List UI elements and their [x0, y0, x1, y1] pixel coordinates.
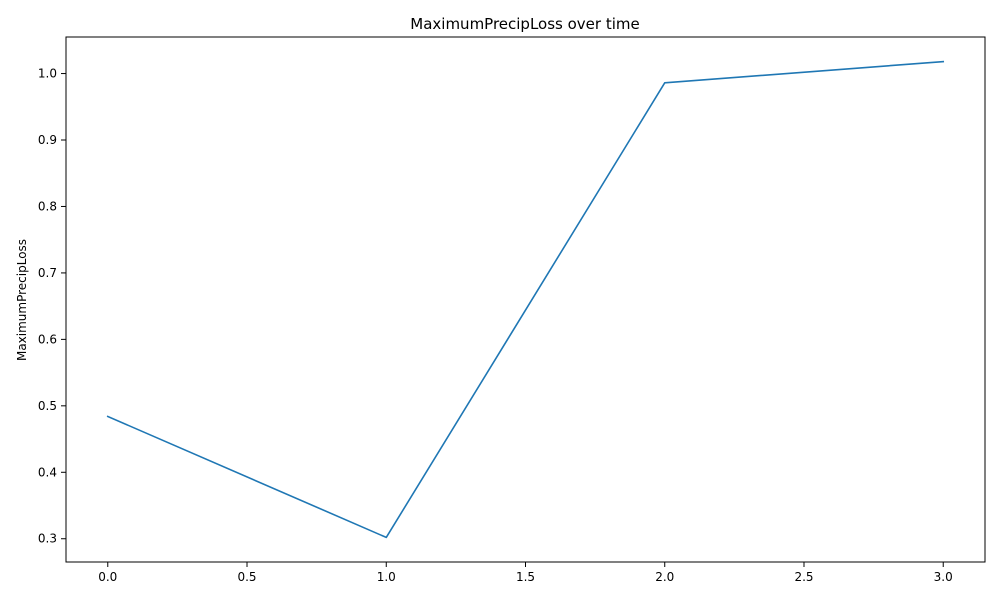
- y-tick-label: 0.5: [38, 399, 57, 413]
- x-tick-label: 2.0: [655, 570, 674, 584]
- x-axis-ticks: 0.0 0.5 1.0 1.5 2.0 2.5 3.0: [98, 562, 953, 584]
- y-tick-label: 0.4: [38, 465, 57, 479]
- y-tick-label: 1.0: [38, 67, 57, 81]
- series-layer: [106, 60, 945, 539]
- plot-area-frame: [65, 36, 986, 563]
- y-axis-label: MaximumPrecipLoss: [15, 239, 29, 361]
- x-tick-label: 1.0: [377, 570, 396, 584]
- x-tick-label: 3.0: [934, 570, 953, 584]
- chart-title: MaximumPrecipLoss over time: [410, 15, 639, 33]
- x-tick-label: 0.0: [98, 570, 117, 584]
- y-tick-label: 0.8: [38, 199, 57, 213]
- y-tick-label: 0.9: [38, 133, 57, 147]
- x-tick-label: 1.5: [516, 570, 535, 584]
- x-tick-label: 0.5: [237, 570, 256, 584]
- y-tick-label: 0.3: [38, 532, 57, 546]
- y-axis-ticks: 0.3 0.4 0.5 0.6 0.7 0.8 0.9 1.0: [38, 67, 66, 546]
- y-tick-label: 0.7: [38, 266, 57, 280]
- series-line: [106, 60, 945, 539]
- x-tick-label: 2.5: [794, 570, 813, 584]
- y-tick-label: 0.6: [38, 332, 57, 346]
